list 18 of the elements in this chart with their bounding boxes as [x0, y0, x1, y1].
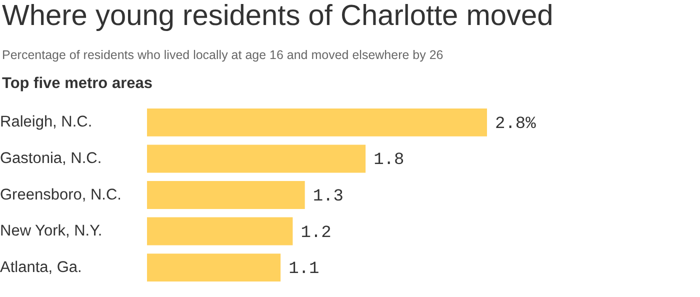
data-label: 2.8%	[495, 114, 537, 134]
y-tick-label: Gastonia, N.C.	[0, 150, 102, 167]
data-label: 1.8	[374, 151, 404, 170]
chart-title: Where young residents of Charlotte moved	[2, 0, 554, 33]
y-axis-title: Top five metro areas	[2, 75, 152, 93]
y-tick-label: Greensboro, N.C.	[0, 186, 122, 204]
y-tick-label: Raleigh, N.C.	[0, 114, 92, 131]
data-label: 1.2	[300, 224, 332, 243]
bar	[147, 108, 487, 136]
y-tick-label: New York, N.Y.	[0, 222, 102, 240]
bar	[147, 181, 305, 209]
data-label: 1.3	[312, 188, 344, 206]
chart-subtitle: Percentage of residents who lived locally at age 16 and moved elsewhere by 26	[2, 48, 444, 62]
bar	[147, 217, 293, 246]
bar	[147, 254, 281, 282]
bar	[147, 144, 366, 173]
y-tick-label: Atlanta, Ga.	[0, 258, 82, 276]
data-label: 1.1	[288, 260, 320, 280]
